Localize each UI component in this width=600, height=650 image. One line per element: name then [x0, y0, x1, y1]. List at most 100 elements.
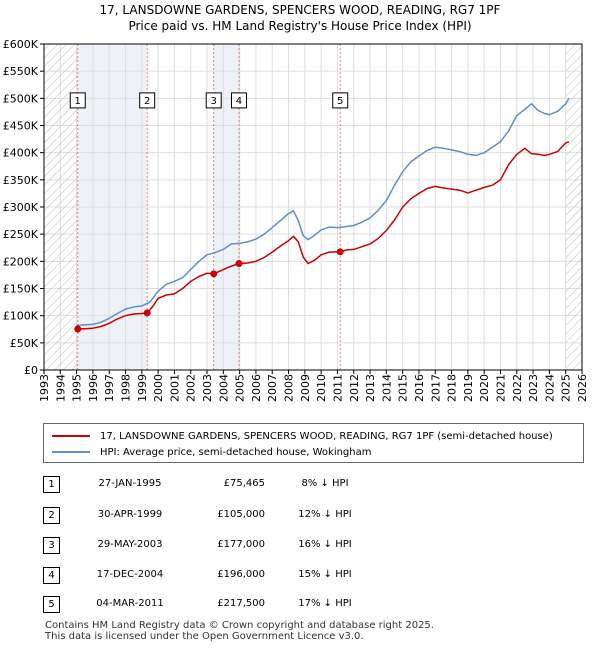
x-tick-label: 2001 — [168, 374, 181, 402]
sale-date: 30-APR-1999 — [97, 509, 163, 520]
x-tick-label: 2016 — [413, 374, 426, 402]
x-tick-label: 2019 — [462, 374, 475, 402]
x-tick-label: 2010 — [315, 374, 328, 402]
sale-date: 17-DEC-2004 — [96, 569, 164, 580]
x-tick-label: 2005 — [234, 374, 247, 402]
y-tick-label: £100K — [3, 310, 39, 323]
sale-row: 2 30-APR-1999 £105,000 12% ↓ HPI — [0, 507, 600, 531]
sale-hpi-diff: 16% ↓ HPI — [298, 539, 352, 550]
legend-swatch-property — [52, 435, 90, 437]
sale-hpi-diff: 17% ↓ HPI — [298, 598, 352, 609]
sale-number-badge: 4 — [43, 567, 60, 584]
sale-badge — [332, 92, 349, 109]
sale-badge — [69, 92, 86, 109]
x-tick-label: 2017 — [429, 374, 442, 402]
chart-title: 17, LANSDOWNE GARDENS, SPENCERS WOOD, RE… — [99, 3, 501, 17]
x-tick-label: 2024 — [543, 374, 556, 402]
x-tick-label: 2013 — [364, 374, 377, 402]
copyright-notice: Contains HM Land Registry data © Crown c… — [45, 620, 434, 631]
x-tick-label: 2012 — [348, 374, 361, 402]
hpi-line — [76, 97, 570, 327]
y-tick-label: £200K — [3, 255, 39, 268]
sale-badge-label: 1 — [75, 96, 81, 107]
sale-price: £217,500 — [217, 598, 265, 609]
x-tick-label: 2020 — [478, 374, 491, 402]
sale-row: 5 04-MAR-2011 £217,500 17% ↓ HPI — [0, 596, 600, 620]
legend-item-property: 17, LANSDOWNE GARDENS, SPENCERS WOOD, RE… — [52, 429, 553, 443]
x-tick-label: 1999 — [136, 374, 149, 402]
sale-point — [235, 260, 243, 268]
x-tick-label: 2021 — [494, 374, 507, 402]
x-tick-label: 1998 — [120, 374, 133, 402]
licence-notice: This data is licensed under the Open Gov… — [45, 631, 364, 642]
sale-point — [336, 248, 344, 256]
y-tick-label: £250K — [3, 228, 39, 241]
sale-badge-label: 2 — [144, 96, 150, 107]
x-tick-label: 2014 — [380, 374, 393, 402]
price-chart: 1 2 3 4 5 £0 £50K £100K £150K £200K £250K £300K £35… — [3, 38, 589, 402]
sale-badge — [139, 92, 156, 109]
legend-item-hpi: HPI: Average price, semi-detached house,… — [52, 445, 371, 459]
x-tick-label: 2015 — [397, 374, 410, 402]
sale-date: 04-MAR-2011 — [96, 598, 164, 609]
x-tick-label: 2009 — [299, 374, 312, 402]
sale-point — [210, 270, 218, 278]
x-tick-label: 1994 — [54, 374, 67, 402]
hatched-region-after — [565, 44, 582, 370]
sale-hpi-diff: 12% ↓ HPI — [298, 509, 352, 520]
sale-badge-label: 3 — [211, 96, 217, 107]
sale-price: £196,000 — [217, 569, 265, 580]
sale-number-badge: 3 — [43, 537, 60, 554]
legend-swatch-hpi — [52, 451, 90, 453]
sale-date: 29-MAY-2003 — [97, 539, 163, 550]
x-tick-label: 2022 — [511, 374, 524, 402]
sale-point — [143, 309, 151, 317]
sale-point — [74, 325, 82, 333]
y-tick-label: £450K — [3, 120, 39, 133]
x-tick-label: 2026 — [576, 374, 589, 402]
y-tick-label: £550K — [3, 65, 39, 78]
x-tick-label: 2023 — [527, 374, 540, 402]
sale-badge — [205, 92, 222, 109]
sale-badge — [230, 92, 247, 109]
y-tick-label: £150K — [3, 283, 39, 296]
sale-price: £75,465 — [223, 478, 265, 489]
x-tick-label: 2011 — [331, 374, 344, 402]
sale-row: 3 29-MAY-2003 £177,000 16% ↓ HPI — [0, 537, 600, 561]
sale-row: 4 17-DEC-2004 £196,000 15% ↓ HPI — [0, 567, 600, 591]
sale-date: 27-JAN-1995 — [98, 478, 162, 489]
x-tick-label: 2008 — [283, 374, 296, 402]
sale-hpi-diff: 8% ↓ HPI — [301, 478, 349, 489]
sale-hpi-diff: 15% ↓ HPI — [298, 569, 352, 580]
sale-row: 1 27-JAN-1995 £75,465 8% ↓ HPI — [0, 476, 600, 500]
sale-number-badge: 1 — [43, 476, 60, 493]
x-tick-label: 2003 — [201, 374, 214, 402]
legend-label-hpi: HPI: Average price, semi-detached house,… — [100, 446, 372, 458]
y-tick-label: £600K — [3, 38, 39, 51]
chart-subtitle: Price paid vs. HM Land Registry's House … — [128, 19, 472, 33]
x-tick-label: 1993 — [38, 374, 51, 402]
legend-label-property: 17, LANSDOWNE GARDENS, SPENCERS WOOD, RE… — [100, 430, 553, 442]
x-tick-label: 2004 — [217, 374, 230, 402]
x-tick-label: 2025 — [560, 374, 573, 402]
x-tick-label: 1996 — [87, 374, 100, 402]
y-tick-label: £0 — [24, 364, 38, 377]
y-tick-label: £400K — [3, 147, 39, 160]
property-price-line — [77, 141, 570, 330]
x-tick-label: 2000 — [152, 374, 165, 402]
x-tick-label: 2006 — [250, 374, 263, 402]
y-tick-label: £300K — [3, 201, 39, 214]
sale-price: £105,000 — [217, 509, 265, 520]
y-tick-label: £350K — [3, 174, 39, 187]
sale-price: £177,000 — [217, 539, 265, 550]
sale-number-badge: 5 — [43, 596, 60, 613]
y-tick-label: £50K — [10, 337, 39, 350]
x-tick-label: 1995 — [71, 374, 84, 402]
sale-badge-label: 5 — [337, 96, 343, 107]
sale-number-badge: 2 — [43, 507, 60, 524]
x-tick-label: 1997 — [103, 374, 116, 402]
x-tick-label: 2002 — [185, 374, 198, 402]
y-tick-label: £500K — [3, 92, 39, 105]
x-tick-label: 2007 — [266, 374, 279, 402]
sale-badge-label: 4 — [236, 96, 242, 107]
